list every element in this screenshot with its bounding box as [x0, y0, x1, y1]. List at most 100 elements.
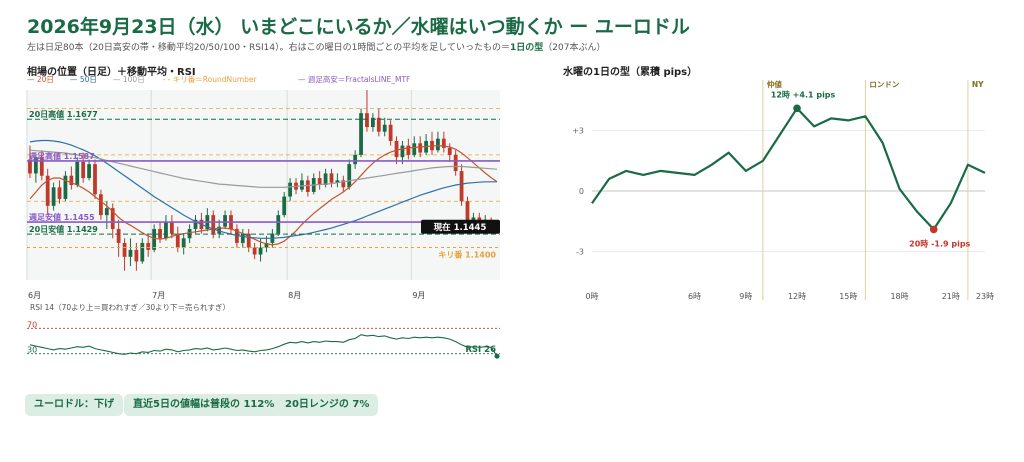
candle-body	[252, 247, 257, 255]
extreme-point	[929, 225, 938, 234]
legend-item: — 50日	[70, 75, 97, 84]
candle-body	[465, 201, 470, 223]
candle-body	[370, 117, 375, 128]
candle-body	[57, 187, 62, 199]
rsi-title: RSI 14（70より上＝買われすぎ／30より下＝売られすぎ）	[30, 302, 230, 312]
legend-item: — 週足高安＝FractalsLINE_MTF	[298, 74, 410, 84]
weekday-pattern-chart: +3 0 -3 仲値 ロンドン NY 0時 6時 9時 12時 15時 18時 21時 23時 12時 +4…	[572, 79, 994, 301]
candle-body	[323, 173, 328, 185]
x-tick-label: 18時	[890, 292, 908, 301]
moving-average-ma50	[29, 139, 497, 239]
candle-body	[122, 242, 127, 257]
candle-body	[211, 215, 216, 234]
candle-body	[146, 242, 151, 250]
legend-item: — 20日	[27, 75, 54, 84]
candle-body	[436, 138, 440, 151]
candle-body	[164, 222, 168, 239]
x-tick-label: 0時	[585, 292, 598, 301]
chip-range-ratio: 直近5日の値幅は普段の 112%	[124, 394, 284, 416]
candle-body	[412, 143, 417, 155]
candle-body	[406, 145, 411, 155]
candle-body	[110, 208, 115, 230]
candle-body	[69, 175, 74, 185]
session-label: 仲値	[767, 79, 782, 89]
candle-body	[276, 215, 281, 234]
session-label: NY	[972, 80, 984, 89]
rsi-level-label: 30	[27, 346, 37, 355]
legend-item: - - キリ番＝RoundNumber	[163, 74, 258, 84]
candle-body	[134, 249, 139, 262]
candle-body	[264, 242, 269, 248]
candle-body	[282, 196, 287, 216]
candle-body	[418, 143, 423, 153]
candle-body	[341, 180, 346, 188]
candle-body	[75, 161, 80, 185]
left-chart-title: 相場の位置（日足）＋移動平均・RSI	[27, 67, 196, 78]
candle-body	[258, 247, 263, 255]
moving-average-ma20	[29, 144, 498, 246]
candle-body	[388, 124, 393, 141]
candle-body	[223, 215, 227, 227]
y-tick-label: 0	[579, 187, 584, 196]
plot-area	[27, 90, 500, 280]
rsi-end-label: RSI 26	[465, 345, 496, 355]
candle-body	[81, 161, 86, 179]
candle-body	[394, 140, 399, 158]
x-tick-label: 9月	[412, 291, 425, 300]
candle-body	[87, 164, 91, 179]
candle-body	[447, 147, 452, 155]
candle-body	[39, 157, 44, 176]
legend-item: — 100日	[113, 75, 145, 84]
rsi-chart: RSI 14（70より上＝買われすぎ／30より下＝売られすぎ） 70 30 RSI 2…	[27, 302, 500, 359]
x-tick-label: 6時	[688, 292, 701, 301]
candle-body	[104, 208, 109, 216]
current-price-label: 現在 1.1445	[434, 222, 487, 233]
candle-body	[441, 138, 446, 148]
page-title: 2026年9月23日（水） いまどこにいるか／水曜はいつ動くか ー ユーロドル	[27, 16, 690, 38]
candle-body	[63, 175, 68, 199]
candle-body	[45, 175, 50, 206]
candle-body	[365, 113, 369, 128]
candle-body	[152, 229, 157, 250]
level-label: キリ番 1.1400	[438, 250, 496, 260]
x-tick-label: 15時	[839, 292, 857, 301]
extreme-label: 20時 -1.9 pips	[909, 238, 970, 248]
candle-body	[246, 233, 251, 248]
candle-body	[51, 187, 56, 206]
current-price-box	[421, 219, 500, 234]
extreme-label: 12時 +4.1 pips	[771, 89, 836, 99]
candle-body	[382, 124, 387, 132]
chip-20d-range: 20日レンジの 7%	[276, 394, 379, 416]
candle-body	[329, 173, 334, 183]
candle-body	[116, 229, 121, 243]
session-label: ロンドン	[869, 80, 899, 89]
extreme-point	[793, 104, 801, 113]
chip-direction: ユーロドル：下げ	[25, 394, 123, 416]
level-label: 週足高値 1.1587	[29, 151, 95, 161]
rsi-level-label: 70	[27, 320, 37, 329]
y-tick-label: -3	[576, 248, 584, 257]
x-tick-label: 8月	[288, 291, 301, 300]
candle-body	[400, 145, 405, 158]
candle-body	[240, 233, 245, 243]
candle-body	[335, 180, 340, 183]
rsi-line	[29, 334, 498, 357]
price-chart: — 20日 — 50日 — 100日 - - キリ番＝RoundNumber — 週足高…	[26, 74, 500, 300]
level-label: 20日高値 1.1677	[29, 109, 98, 119]
x-tick-label: 7月	[152, 291, 165, 300]
candle-body	[376, 117, 381, 132]
right-chart-title: 水曜の1日の型（累積 pips）	[563, 67, 698, 78]
x-tick-label: 6月	[28, 291, 41, 300]
rsi-end-point	[494, 353, 500, 359]
y-tick-label: +3	[572, 126, 584, 135]
candle-body	[128, 249, 133, 257]
candle-body	[33, 157, 38, 174]
x-tick-label: 21時	[942, 292, 960, 301]
candle-body	[169, 222, 174, 234]
candle-body	[93, 164, 97, 195]
x-tick-label: 23時	[976, 292, 994, 301]
candle-body	[181, 238, 186, 248]
candle-body	[288, 182, 292, 197]
x-tick-label: 12時	[788, 292, 806, 301]
candle-body	[353, 154, 358, 165]
